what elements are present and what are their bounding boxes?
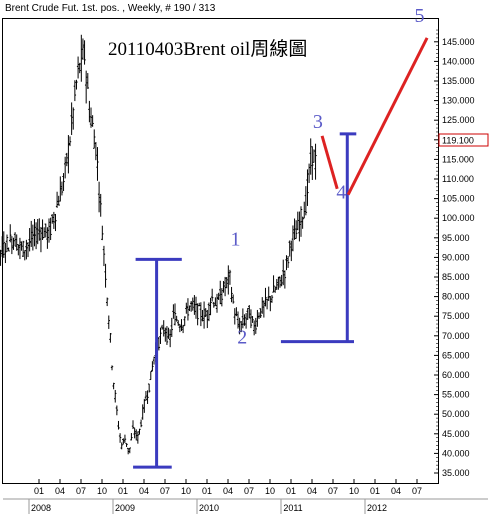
y-tick-label: 105.000	[442, 194, 475, 204]
x-tick-label: 04	[55, 486, 65, 496]
year-label: 2010	[199, 503, 219, 513]
year-label: 2008	[31, 503, 51, 513]
wave-label-1: 1	[231, 229, 241, 251]
x-tick-label: 04	[307, 486, 317, 496]
y-tick-label: 45.000	[442, 429, 470, 439]
y-tick-label: 140.000	[442, 56, 475, 66]
x-tick-label: 01	[286, 486, 296, 496]
x-tick-label: 04	[139, 486, 149, 496]
red-projection-line-1	[320, 135, 339, 190]
last-price-label: 119.100	[442, 136, 474, 146]
x-axis: 1001040710010407100104071001040710010407…	[3, 479, 488, 514]
year-label: 2009	[115, 503, 135, 513]
red-projection-line-2	[346, 37, 429, 196]
year-label: 2011	[283, 503, 302, 513]
y-tick-label: 35.000	[442, 468, 470, 478]
chart-header: Brent Crude Fut. 1st. pos. , Weekly, # 1…	[5, 3, 216, 14]
y-axis: 35.000 40.000 45.000 50.000 55.000 60.000 65.0…	[434, 29, 475, 478]
wave-label-5: 5	[415, 5, 425, 27]
y-tick-label: 95.000	[442, 233, 470, 243]
year-label: 2012	[367, 503, 387, 513]
x-tick-label: 04	[223, 486, 233, 496]
x-tick-label: 10	[349, 486, 359, 496]
x-tick-label: 01	[118, 486, 128, 496]
y-tick-label: 65.000	[442, 350, 470, 360]
y-tick-label: 40.000	[442, 448, 470, 458]
x-tick-label: 10	[265, 486, 275, 496]
y-tick-label: 85.000	[442, 272, 470, 282]
x-tick-label: 10	[97, 486, 107, 496]
x-tick-label: 07	[160, 486, 170, 496]
price-bars	[0, 34, 317, 455]
x-tick-label: 01	[202, 486, 212, 496]
x-tick-label: 01	[34, 486, 44, 496]
y-tick-label: 60.000	[442, 370, 470, 380]
y-tick-label: 50.000	[442, 409, 470, 419]
y-tick-label: 75.000	[442, 311, 470, 321]
plot-frame	[2, 18, 439, 484]
y-tick-label: 100.000	[442, 213, 475, 223]
y-tick-label: 90.000	[442, 252, 470, 262]
y-tick-label: 55.000	[442, 390, 470, 400]
last-price-box	[438, 133, 489, 147]
y-tick-label: 125.000	[442, 115, 475, 125]
wave-label-2: 2	[237, 327, 247, 349]
y-tick-label: 80.000	[442, 292, 470, 302]
x-tick-label: 07	[412, 486, 422, 496]
wave-label-3: 3	[313, 111, 323, 133]
x-tick-label: 07	[76, 486, 86, 496]
y-tick-label: 115.000	[442, 154, 474, 164]
wave-label-4: 4	[336, 182, 346, 204]
x-tick-label: 07	[244, 486, 254, 496]
x-tick-label: 01	[370, 486, 380, 496]
y-tick-label: 70.000	[442, 331, 470, 341]
x-tick-label: 07	[328, 486, 338, 496]
y-tick-label: 130.000	[442, 96, 475, 106]
y-tick-label: 110.000	[442, 174, 474, 184]
chart-title: 20110403Brent oil周線圖	[108, 38, 307, 60]
y-tick-label: 135.000	[442, 76, 475, 86]
x-tick-label: 10	[181, 486, 191, 496]
y-tick-label: 145.000	[442, 37, 475, 47]
wave-annotations: 1 2 3 4 5	[133, 5, 429, 469]
x-tick-label: 04	[391, 486, 401, 496]
